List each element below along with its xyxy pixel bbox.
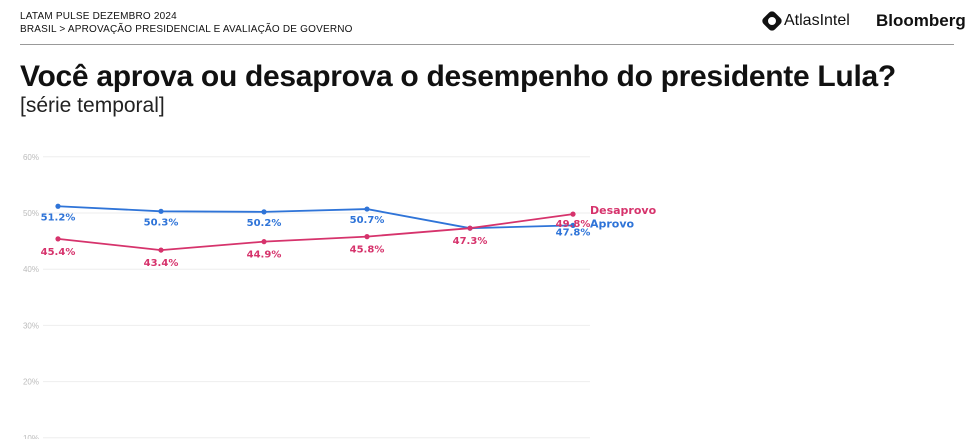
y-tick-label: 20% — [23, 378, 39, 387]
data-label: 47.8% — [556, 227, 591, 238]
data-label: 51.2% — [41, 212, 76, 223]
y-tick-label: 10% — [23, 434, 39, 439]
data-label: 43.4% — [144, 258, 179, 269]
data-label: 50.7% — [350, 215, 385, 226]
legend-label-aprovo: Aprovo — [590, 217, 635, 230]
page-title: Você aprova ou desaprova o desempenho do… — [20, 60, 896, 93]
data-point — [570, 222, 576, 228]
data-point — [570, 211, 576, 217]
data-point — [55, 203, 61, 209]
data-point — [261, 239, 267, 245]
data-point — [261, 209, 267, 215]
data-label: 49.8% — [556, 219, 591, 230]
breadcrumb: BRASIL > APROVAÇÃO PRESIDENCIAL E AVALIA… — [20, 24, 353, 35]
data-label: 47.3% — [453, 236, 488, 247]
data-point — [55, 236, 61, 242]
data-label: 45.8% — [350, 245, 385, 256]
data-label: 50.2% — [247, 218, 282, 229]
data-label: 45.4% — [41, 247, 76, 258]
data-point — [158, 247, 164, 253]
series-line-desaprovo — [57, 213, 574, 251]
y-tick-label: 50% — [23, 209, 39, 218]
data-label: 44.9% — [247, 250, 282, 261]
y-tick-label: 40% — [23, 265, 39, 274]
legend-label-desaprovo: Desaprovo — [590, 204, 657, 217]
data-point — [158, 208, 164, 214]
atlasintel-logo: AtlasIntel — [760, 9, 850, 33]
page-subtitle: [série temporal] — [20, 94, 165, 117]
atlasintel-logo-text: AtlasIntel — [784, 12, 850, 29]
data-point — [364, 234, 370, 240]
series-line-aprovo — [57, 205, 574, 230]
y-tick-label: 60% — [23, 153, 39, 162]
header-divider — [20, 44, 954, 45]
survey-name: LATAM PULSE DEZEMBRO 2024 — [20, 11, 177, 22]
data-point — [364, 206, 370, 212]
bloomberg-logo: Bloomberg — [876, 11, 966, 30]
y-tick-label: 30% — [23, 321, 39, 330]
data-label: 50.3% — [144, 217, 179, 228]
data-point — [467, 225, 473, 231]
